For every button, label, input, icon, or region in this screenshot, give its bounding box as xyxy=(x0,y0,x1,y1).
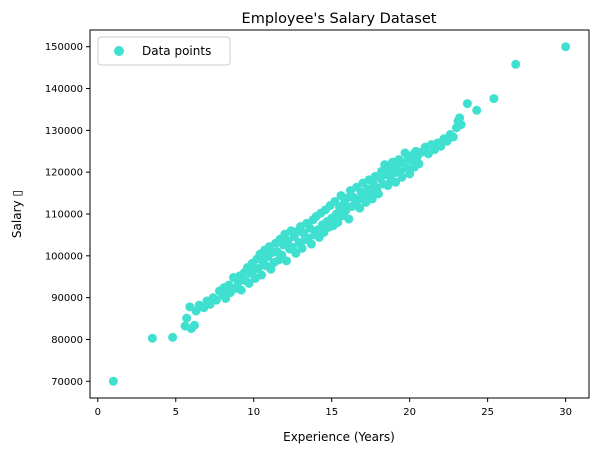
y-axis-label: Salary ▯ xyxy=(10,190,24,238)
x-tick-label: 0 xyxy=(95,407,101,418)
y-tick-label: 140000 xyxy=(45,84,83,95)
data-point xyxy=(257,270,267,280)
data-point xyxy=(236,285,246,295)
data-point xyxy=(448,132,458,142)
y-tick-label: 80000 xyxy=(51,335,83,346)
y-tick-label: 90000 xyxy=(51,293,83,304)
data-point xyxy=(333,217,343,227)
x-tick-label: 25 xyxy=(481,407,494,418)
data-point xyxy=(182,313,192,323)
x-tick-label: 10 xyxy=(247,407,260,418)
data-point xyxy=(373,189,383,199)
legend-marker xyxy=(114,46,124,56)
x-tick-label: 5 xyxy=(173,407,179,418)
y-tick-label: 70000 xyxy=(51,377,83,388)
data-point xyxy=(353,195,363,205)
data-point xyxy=(306,239,316,249)
data-point xyxy=(281,256,291,266)
y-tick-label: 130000 xyxy=(45,126,83,137)
data-point xyxy=(414,159,424,169)
data-point xyxy=(291,248,301,258)
data-points-layer xyxy=(108,42,571,386)
data-point xyxy=(189,320,199,330)
data-point xyxy=(367,194,377,204)
data-point xyxy=(168,332,178,342)
data-point xyxy=(297,243,307,253)
data-point xyxy=(511,59,521,69)
x-tick-label: 30 xyxy=(559,407,572,418)
legend: Data points xyxy=(97,36,231,66)
legend-box xyxy=(97,36,231,66)
y-tick-label: 120000 xyxy=(45,168,83,179)
data-point xyxy=(436,141,446,151)
data-point xyxy=(344,214,354,224)
chart-title: Employee's Salary Dataset xyxy=(242,11,437,27)
data-point xyxy=(266,264,276,274)
x-axis-label: Experience (Years) xyxy=(283,430,395,444)
y-tick-label: 150000 xyxy=(45,42,83,53)
data-point xyxy=(355,203,365,213)
data-point xyxy=(489,94,499,104)
data-point xyxy=(253,263,263,273)
data-point xyxy=(456,120,466,130)
y-tick-label: 110000 xyxy=(45,210,83,221)
data-point xyxy=(244,278,254,288)
data-point xyxy=(561,42,571,52)
data-point xyxy=(397,172,407,182)
data-point xyxy=(211,295,221,305)
data-point xyxy=(462,99,472,109)
data-point xyxy=(108,376,118,386)
x-tick-label: 15 xyxy=(325,407,338,418)
y-tick-label: 100000 xyxy=(45,251,83,262)
data-point xyxy=(405,169,415,179)
x-tick-label: 20 xyxy=(403,407,416,418)
legend-label: Data points xyxy=(142,44,211,58)
axis-ticks-layer: 0 5 10 15 20 25 30 70000 80000 90000 100000 110000 1… xyxy=(45,42,572,418)
data-point xyxy=(147,333,157,343)
data-point xyxy=(472,105,482,115)
data-point xyxy=(391,177,401,187)
data-point xyxy=(305,223,315,233)
